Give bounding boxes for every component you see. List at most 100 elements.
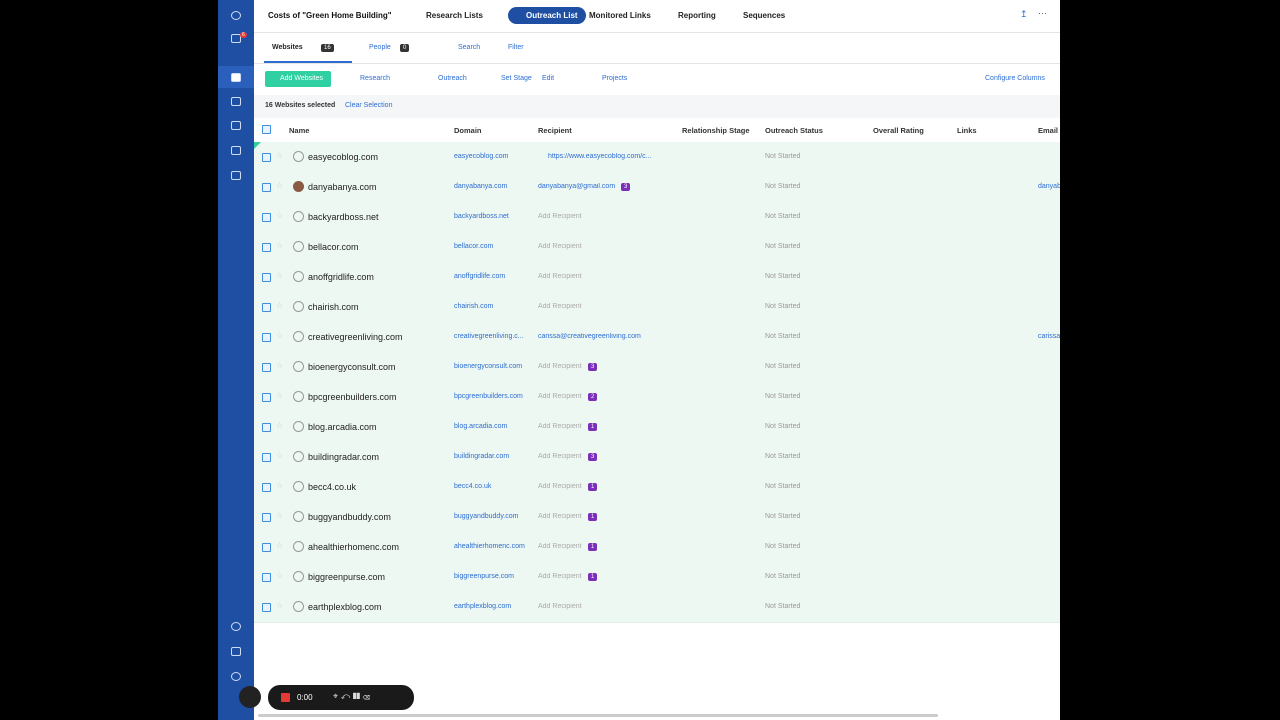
updates-icon[interactable] [231, 647, 241, 656]
toolbar-action[interactable]: Projects [602, 75, 628, 82]
domain[interactable]: creativegreenliving.c... [454, 333, 524, 340]
star[interactable]: ☆ [276, 481, 284, 490]
website-name[interactable]: bellacor.com [308, 242, 359, 252]
project-name[interactable]: Costs of "Green Home Building" [268, 11, 392, 20]
clear-selection[interactable]: Clear Selection [345, 102, 393, 109]
stop-button[interactable] [281, 693, 290, 702]
search-button[interactable]: Search [458, 44, 481, 51]
column-header[interactable]: Name [289, 126, 310, 135]
star[interactable]: ☆ [276, 421, 284, 430]
domain[interactable]: chairish.com [454, 303, 494, 310]
row-checkbox[interactable] [262, 543, 271, 552]
website-name[interactable]: backyardboss.net [308, 212, 379, 222]
toolbar-action[interactable]: Set Stage [501, 75, 532, 82]
star[interactable]: ☆ [276, 331, 284, 340]
bell-icon[interactable] [231, 34, 241, 43]
domain[interactable]: buildingradar.com [454, 453, 510, 460]
table-row[interactable]: ☆ bellacor.com bellacor.com Add Recipient No… [254, 232, 1060, 263]
table-row[interactable]: ☆ bioenergyconsult.com bioenergyconsult.co… [254, 352, 1060, 383]
recipient[interactable]: Add Recipient [538, 603, 582, 610]
star[interactable]: ☆ [276, 571, 284, 580]
table-row[interactable]: ☆ creativegreenliving.com creativegreenliv… [254, 322, 1060, 353]
email[interactable]: danyab [1038, 183, 1060, 190]
star[interactable]: ☆ [276, 541, 284, 550]
nav-tab[interactable]: Monitored Links [589, 11, 651, 20]
row-checkbox[interactable] [262, 303, 271, 312]
recipient[interactable]: Add Recipient [538, 513, 582, 520]
outreach-icon[interactable] [231, 73, 241, 82]
domain[interactable]: biggreenpurse.com [454, 573, 514, 580]
logo[interactable] [231, 11, 241, 20]
table-row[interactable]: ☆ easyecoblog.com easyecoblog.com https://w… [254, 142, 1060, 173]
table-row[interactable]: ☆ buildingradar.com buildingradar.com Add R… [254, 442, 1060, 473]
star[interactable]: ☆ [276, 241, 284, 250]
table-row[interactable]: ☆ chairish.com chairish.com Add Recipient No… [254, 292, 1060, 323]
row-checkbox[interactable] [262, 273, 271, 282]
website-name[interactable]: buildingradar.com [308, 452, 380, 462]
domain[interactable]: easyecoblog.com [454, 153, 509, 160]
star[interactable]: ☆ [276, 151, 284, 160]
recipient[interactable]: Add Recipient [538, 453, 582, 460]
row-checkbox[interactable] [262, 453, 271, 462]
people-tab[interactable]: People [369, 44, 391, 51]
recipient[interactable]: Add Recipient [538, 573, 582, 580]
domain[interactable]: earthplexblog.com [454, 603, 512, 610]
help-icon[interactable] [231, 622, 241, 631]
links-icon[interactable] [231, 146, 241, 155]
add-websites-button[interactable]: Add Websites [265, 71, 332, 87]
website-name[interactable]: danyabanya.com [308, 182, 377, 192]
domain[interactable]: buggyandbuddy.com [454, 513, 519, 520]
contacts-icon[interactable] [231, 121, 241, 130]
website-name[interactable]: buggyandbuddy.com [308, 512, 391, 522]
recipient[interactable]: Add Recipient [538, 243, 582, 250]
row-checkbox[interactable] [262, 243, 271, 252]
row-checkbox[interactable] [262, 153, 271, 162]
column-header[interactable]: Email [1038, 126, 1059, 135]
star[interactable]: ☆ [276, 211, 284, 220]
row-checkbox[interactable] [262, 393, 271, 402]
domain[interactable]: blog.arcadia.com [454, 423, 508, 430]
row-checkbox[interactable] [262, 483, 271, 492]
website-name[interactable]: biggreenpurse.com [308, 572, 386, 582]
toolbar-action[interactable]: Edit [542, 75, 555, 82]
recipient[interactable]: carissa@creativegreenliving.com [538, 333, 641, 340]
star[interactable]: ☆ [276, 391, 284, 400]
row-checkbox[interactable] [262, 183, 271, 192]
nav-tab[interactable]: Research Lists [426, 11, 483, 20]
settings-icon[interactable] [231, 672, 241, 681]
row-checkbox[interactable] [262, 363, 271, 372]
star[interactable]: ☆ [276, 361, 284, 370]
recipient[interactable]: https://www.easyecoblog.com/c... [548, 153, 652, 160]
recipient[interactable]: Add Recipient [538, 423, 582, 430]
lists-icon[interactable] [231, 97, 241, 106]
nav-tab[interactable]: Sequences [743, 11, 786, 20]
column-header[interactable]: Overall Rating [873, 126, 924, 135]
domain[interactable]: bioenergyconsult.com [454, 363, 523, 370]
recipient[interactable]: Add Recipient [538, 543, 582, 550]
row-checkbox[interactable] [262, 423, 271, 432]
table-row[interactable]: ☆ danyabanya.com danyabanya.com danyabanya@… [254, 172, 1060, 203]
row-checkbox[interactable] [262, 333, 271, 342]
reports-icon[interactable] [231, 171, 241, 180]
toolbar-action[interactable]: Research [360, 75, 390, 82]
recipient[interactable]: Add Recipient [538, 393, 582, 400]
table-row[interactable]: ☆ becc4.co.uk becc4.co.uk Add Recipient 1 Not… [254, 472, 1060, 503]
select-all-checkbox[interactable] [262, 125, 271, 134]
recipient[interactable]: Add Recipient [538, 363, 582, 370]
export-icon[interactable]: ↥ [1020, 9, 1028, 19]
domain[interactable]: backyardboss.net [454, 213, 509, 220]
more-icon[interactable]: ⋯ [1038, 8, 1047, 18]
camera-button[interactable] [239, 686, 261, 708]
domain[interactable]: becc4.co.uk [454, 483, 492, 490]
website-name[interactable]: earthplexblog.com [308, 602, 382, 612]
table-row[interactable]: ☆ ahealthierhomenc.com ahealthierhomenc.co… [254, 532, 1060, 563]
star[interactable]: ☆ [276, 271, 284, 280]
nav-tab[interactable]: Reporting [678, 11, 716, 20]
website-name[interactable]: anoffgridlife.com [308, 272, 374, 282]
star[interactable]: ☆ [276, 601, 284, 610]
website-name[interactable]: bpcgreenbuilders.com [308, 392, 397, 402]
website-name[interactable]: becc4.co.uk [308, 482, 357, 492]
website-name[interactable]: chairish.com [308, 302, 359, 312]
domain[interactable]: danyabanya.com [454, 183, 508, 190]
table-row[interactable]: ☆ backyardboss.net backyardboss.net Add Rec… [254, 202, 1060, 233]
